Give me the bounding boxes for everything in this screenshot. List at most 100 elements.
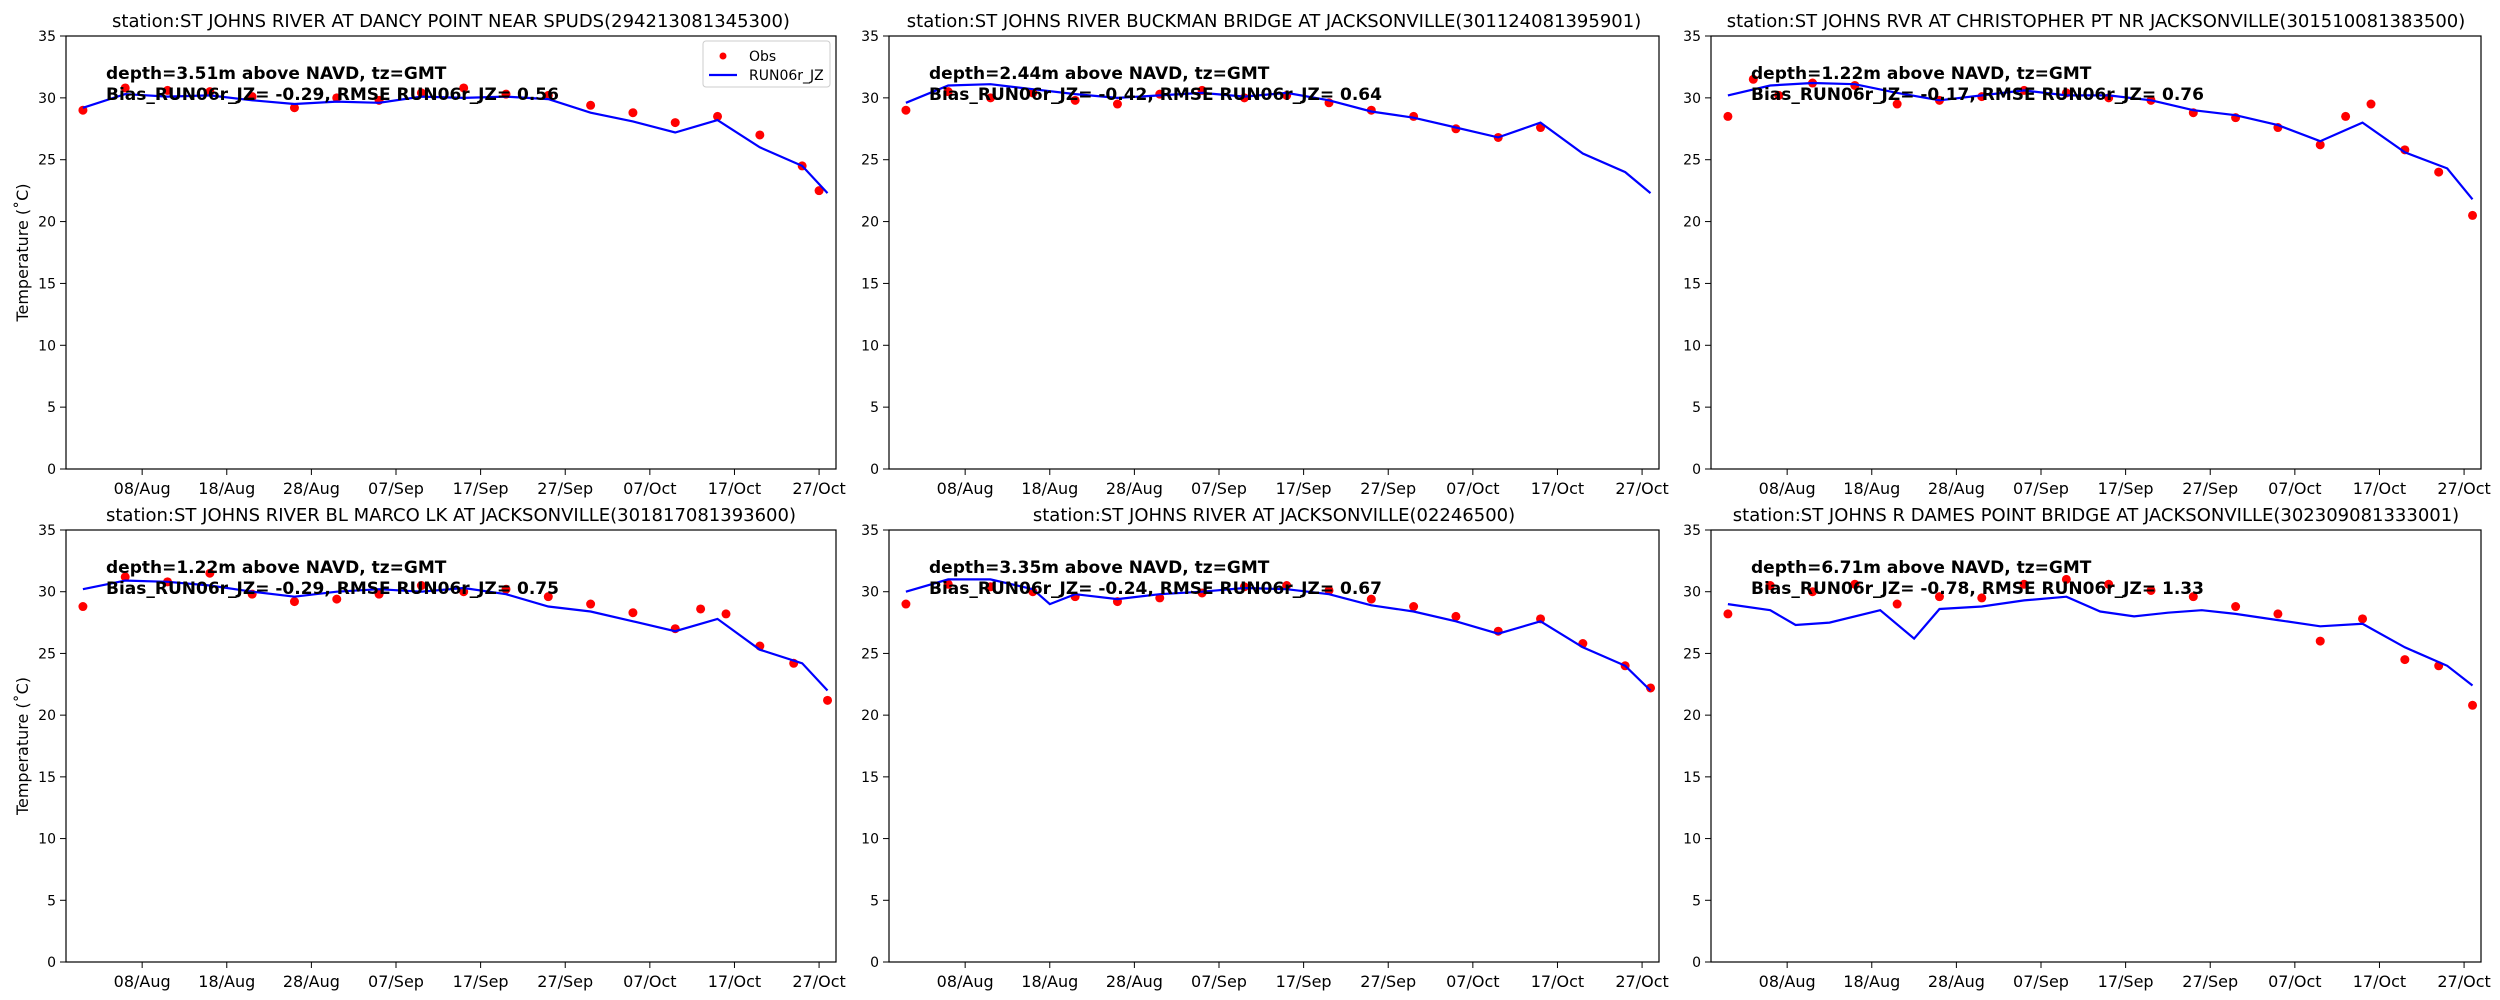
x-tick-label: 07/Oct xyxy=(1446,479,1499,498)
obs-point xyxy=(1366,594,1376,604)
x-tick-label: 07/Oct xyxy=(1446,972,1499,991)
obs-point xyxy=(1774,90,1784,100)
obs-point xyxy=(1723,111,1733,121)
x-tick-label: 17/Sep xyxy=(1276,972,1332,991)
info-depth: depth=3.35m above NAVD, tz=GMT xyxy=(929,558,1270,578)
y-tick-label: 15 xyxy=(38,770,56,786)
y-tick-label: 10 xyxy=(861,338,879,354)
y-tick-label: 5 xyxy=(47,893,56,909)
y-tick-label: 5 xyxy=(1692,400,1701,416)
y-tick-label: 30 xyxy=(38,91,56,107)
obs-point xyxy=(163,85,173,95)
obs-point xyxy=(1723,609,1733,619)
info-stats: Bias_RUN06r_JZ= -0.78, RMSE RUN06r_JZ= 1… xyxy=(1751,579,2204,599)
y-tick-label: 10 xyxy=(861,832,879,848)
obs-point xyxy=(823,695,833,705)
chart-title: station:ST JOHNS RIVER AT DANCY POINT NE… xyxy=(112,11,790,32)
y-tick-label: 30 xyxy=(38,585,56,601)
x-tick-label: 17/Oct xyxy=(2353,972,2406,991)
obs-point xyxy=(628,608,638,618)
x-tick-label: 27/Oct xyxy=(2437,972,2490,991)
y-tick-label: 0 xyxy=(47,462,56,478)
y-tick-label: 0 xyxy=(47,955,56,971)
x-tick-label: 18/Aug xyxy=(1021,479,1078,498)
obs-point xyxy=(416,88,426,98)
plot-area xyxy=(1723,574,2478,710)
x-tick-label: 07/Oct xyxy=(623,972,676,991)
obs-point xyxy=(943,579,953,589)
obs-point xyxy=(943,87,953,97)
x-tick-label: 07/Oct xyxy=(2268,972,2321,991)
axes-frame xyxy=(888,529,1660,963)
obs-point xyxy=(2104,579,2114,589)
x-tick-label: 27/Oct xyxy=(1615,479,1668,498)
obs-point xyxy=(814,186,824,196)
obs-point xyxy=(1748,74,1758,84)
obs-point xyxy=(247,92,257,102)
obs-point xyxy=(2061,574,2071,584)
legend-label-obs: Obs xyxy=(749,49,776,65)
chart-panel-4: station:ST JOHNS RIVER BL MARCO LK AT JA… xyxy=(13,505,846,991)
y-tick-label: 25 xyxy=(861,646,879,662)
x-tick-label: 17/Sep xyxy=(453,972,509,991)
x-tick-label: 28/Aug xyxy=(1106,972,1163,991)
obs-point xyxy=(205,87,215,97)
y-tick-label: 25 xyxy=(1683,153,1701,169)
obs-point xyxy=(986,582,996,592)
x-tick-label: 17/Oct xyxy=(708,479,761,498)
info-stats: Bias_RUN06r_JZ= -0.17, RMSE RUN06r_JZ= 0… xyxy=(1751,85,2204,105)
info-depth: depth=6.71m above NAVD, tz=GMT xyxy=(1751,558,2092,578)
y-tick-label: 20 xyxy=(861,708,879,724)
axes-frame xyxy=(65,35,837,470)
obs-point xyxy=(374,589,384,599)
obs-point xyxy=(2315,636,2325,646)
x-tick-label: 28/Aug xyxy=(1106,479,1163,498)
x-tick-label: 18/Aug xyxy=(1843,972,1900,991)
obs-point xyxy=(1934,592,1944,602)
x-tick-label: 28/Aug xyxy=(1928,972,1985,991)
obs-point xyxy=(543,592,553,602)
series-line-model xyxy=(905,578,1652,692)
chart-title: station:ST JOHNS RIVER BL MARCO LK AT JA… xyxy=(106,505,796,526)
series-line-model xyxy=(1727,81,2474,200)
chart-panel-3: station:ST JOHNS RVR AT CHRISTOPHER PT N… xyxy=(1683,11,2491,498)
obs-point xyxy=(586,599,596,609)
x-tick-label: 08/Aug xyxy=(937,479,994,498)
y-tick-label: 25 xyxy=(861,153,879,169)
x-tick-label: 07/Sep xyxy=(1191,972,1247,991)
plot-area xyxy=(78,568,833,705)
plot-area xyxy=(901,578,1656,693)
x-tick-label: 17/Sep xyxy=(2098,479,2154,498)
x-tick-label: 17/Oct xyxy=(2353,479,2406,498)
y-tick-label: 10 xyxy=(38,338,56,354)
obs-point xyxy=(289,597,299,607)
obs-point xyxy=(901,599,911,609)
x-tick-label: 27/Sep xyxy=(537,479,593,498)
legend-obs-marker xyxy=(719,52,727,60)
info-depth: depth=1.22m above NAVD, tz=GMT xyxy=(1751,64,2092,84)
obs-point xyxy=(2341,111,2351,121)
y-tick-label: 20 xyxy=(38,215,56,231)
axes-frame xyxy=(1710,529,2482,963)
x-tick-label: 27/Sep xyxy=(2182,479,2238,498)
obs-point xyxy=(1892,99,1902,109)
x-tick-label: 07/Sep xyxy=(368,479,424,498)
x-tick-label: 18/Aug xyxy=(198,972,255,991)
obs-point xyxy=(901,105,911,115)
y-tick-label: 5 xyxy=(1692,893,1701,909)
y-tick-label: 5 xyxy=(870,400,879,416)
axes-frame xyxy=(1710,35,2482,470)
axes-frame xyxy=(888,35,1660,470)
obs-point xyxy=(1409,602,1419,612)
x-tick-label: 27/Oct xyxy=(792,972,845,991)
obs-point xyxy=(1765,581,1775,591)
obs-point xyxy=(2366,99,2376,109)
y-axis-label: Temperature (˚C) xyxy=(13,183,32,322)
y-tick-label: 35 xyxy=(38,29,56,45)
x-tick-label: 17/Oct xyxy=(1531,479,1584,498)
y-tick-label: 10 xyxy=(38,832,56,848)
obs-point xyxy=(2019,579,2029,589)
y-tick-label: 30 xyxy=(861,585,879,601)
chart-title: station:ST JOHNS RIVER AT JACKSONVILLE(0… xyxy=(1033,505,1515,526)
x-tick-label: 17/Oct xyxy=(708,972,761,991)
